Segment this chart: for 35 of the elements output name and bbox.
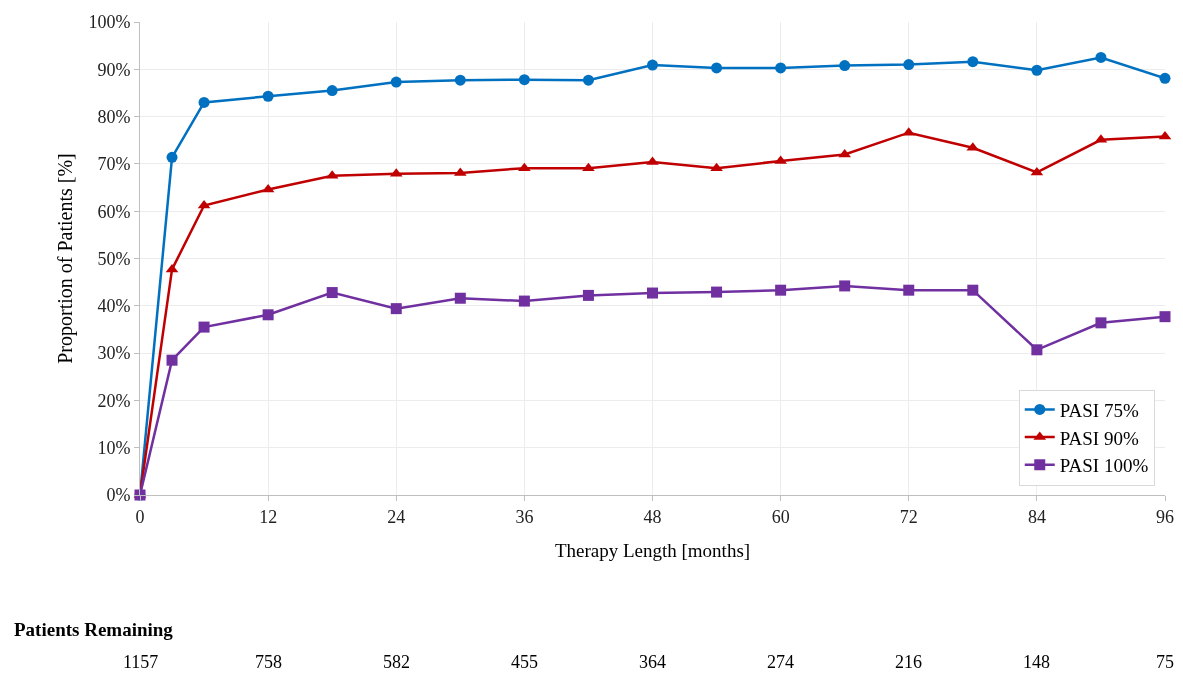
x-tick-label: 72 (899, 506, 918, 527)
text: 274 (767, 652, 794, 672)
text: 148 (1023, 652, 1050, 672)
text: Patients Remaining (14, 619, 174, 640)
y-tick-label: 40% (97, 296, 131, 317)
x-tick-label: 0 (135, 506, 145, 527)
text: 75 (1156, 652, 1174, 672)
text: 1157 (123, 652, 159, 672)
x-tick-label: 60 (771, 506, 790, 527)
text: 455 (511, 652, 538, 672)
x-tick-label: 96 (1156, 506, 1174, 527)
text: 758 (255, 652, 282, 672)
y-tick-label: 90% (97, 59, 131, 80)
y-tick-label: 70% (97, 154, 131, 175)
x-tick-label: 36 (515, 506, 534, 527)
y-axis-title: Proportion of Patients [%] (53, 153, 77, 364)
x-axis-title: Therapy Length [months] (554, 540, 751, 562)
y-tick-label: 100% (88, 12, 131, 33)
x-tick-label: 84 (1027, 506, 1046, 527)
legend-label: PASI 100% (1059, 455, 1149, 477)
y-tick-label: 10% (97, 438, 131, 458)
y-tick-label: 50% (97, 248, 131, 269)
x-tick-label: 24 (387, 506, 406, 527)
text: 216 (895, 652, 922, 672)
x-tick-label: 12 (259, 506, 278, 527)
x-tick-label: 48 (643, 506, 662, 527)
y-tick-label: 80% (97, 106, 131, 127)
legend-label: PASI 75% (1059, 399, 1139, 421)
y-tick-label: 0% (106, 485, 131, 506)
y-tick-label: 60% (97, 201, 131, 222)
y-tick-label: 20% (97, 390, 131, 411)
y-tick-label: 30% (97, 343, 131, 364)
text: 582 (383, 652, 410, 672)
text: 364 (639, 652, 666, 672)
legend-label: PASI 90% (1059, 427, 1139, 449)
